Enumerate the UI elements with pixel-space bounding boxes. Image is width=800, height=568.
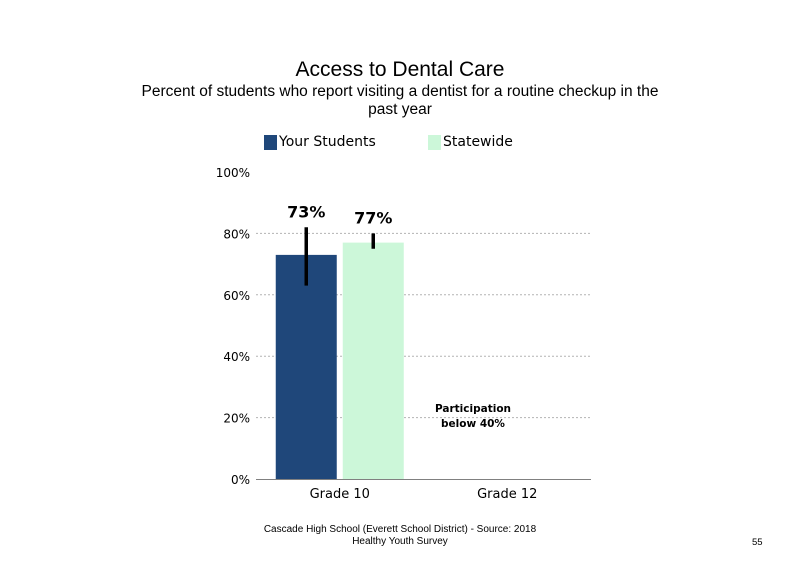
legend-swatch-your-students (264, 134, 277, 150)
x-tick-label: Grade 12 (477, 487, 537, 502)
chart-title: Access to Dental Care (295, 58, 505, 81)
x-tick-label: Grade 10 (310, 487, 370, 502)
annotation-line: below 40% (441, 418, 505, 430)
y-tick-label: 20% (223, 412, 250, 426)
legend-label-statewide: Statewide (443, 134, 513, 150)
y-tick-label: 100% (216, 166, 250, 180)
data-label: 73% (287, 202, 325, 221)
legend-item-statewide: Statewide (428, 133, 513, 151)
bar (342, 242, 404, 479)
footer-source: Cascade High School (Everett School Dist… (263, 524, 537, 547)
bar (275, 254, 337, 479)
legend-label-your-students: Your Students (279, 134, 376, 150)
annotation-participation: Participation below 40% (435, 403, 511, 430)
page-number: 55 (752, 537, 763, 548)
legend-swatch-statewide (428, 134, 441, 150)
y-tick-label: 80% (223, 227, 250, 241)
labels: 0% 20% 40% 60% 80% 100% Grade 10 Grade 12 73% 77%… (216, 166, 538, 502)
legend-item-your-students: Your Students (264, 133, 376, 151)
chart-subtitle: Percent of students who report visiting … (141, 83, 659, 118)
data-label: 77% (354, 208, 392, 227)
y-tick-label: 60% (223, 289, 250, 303)
bars (275, 227, 404, 479)
y-tick-label: 0% (231, 473, 250, 487)
y-tick-label: 40% (223, 350, 250, 364)
annotation-line: Participation (435, 403, 511, 415)
